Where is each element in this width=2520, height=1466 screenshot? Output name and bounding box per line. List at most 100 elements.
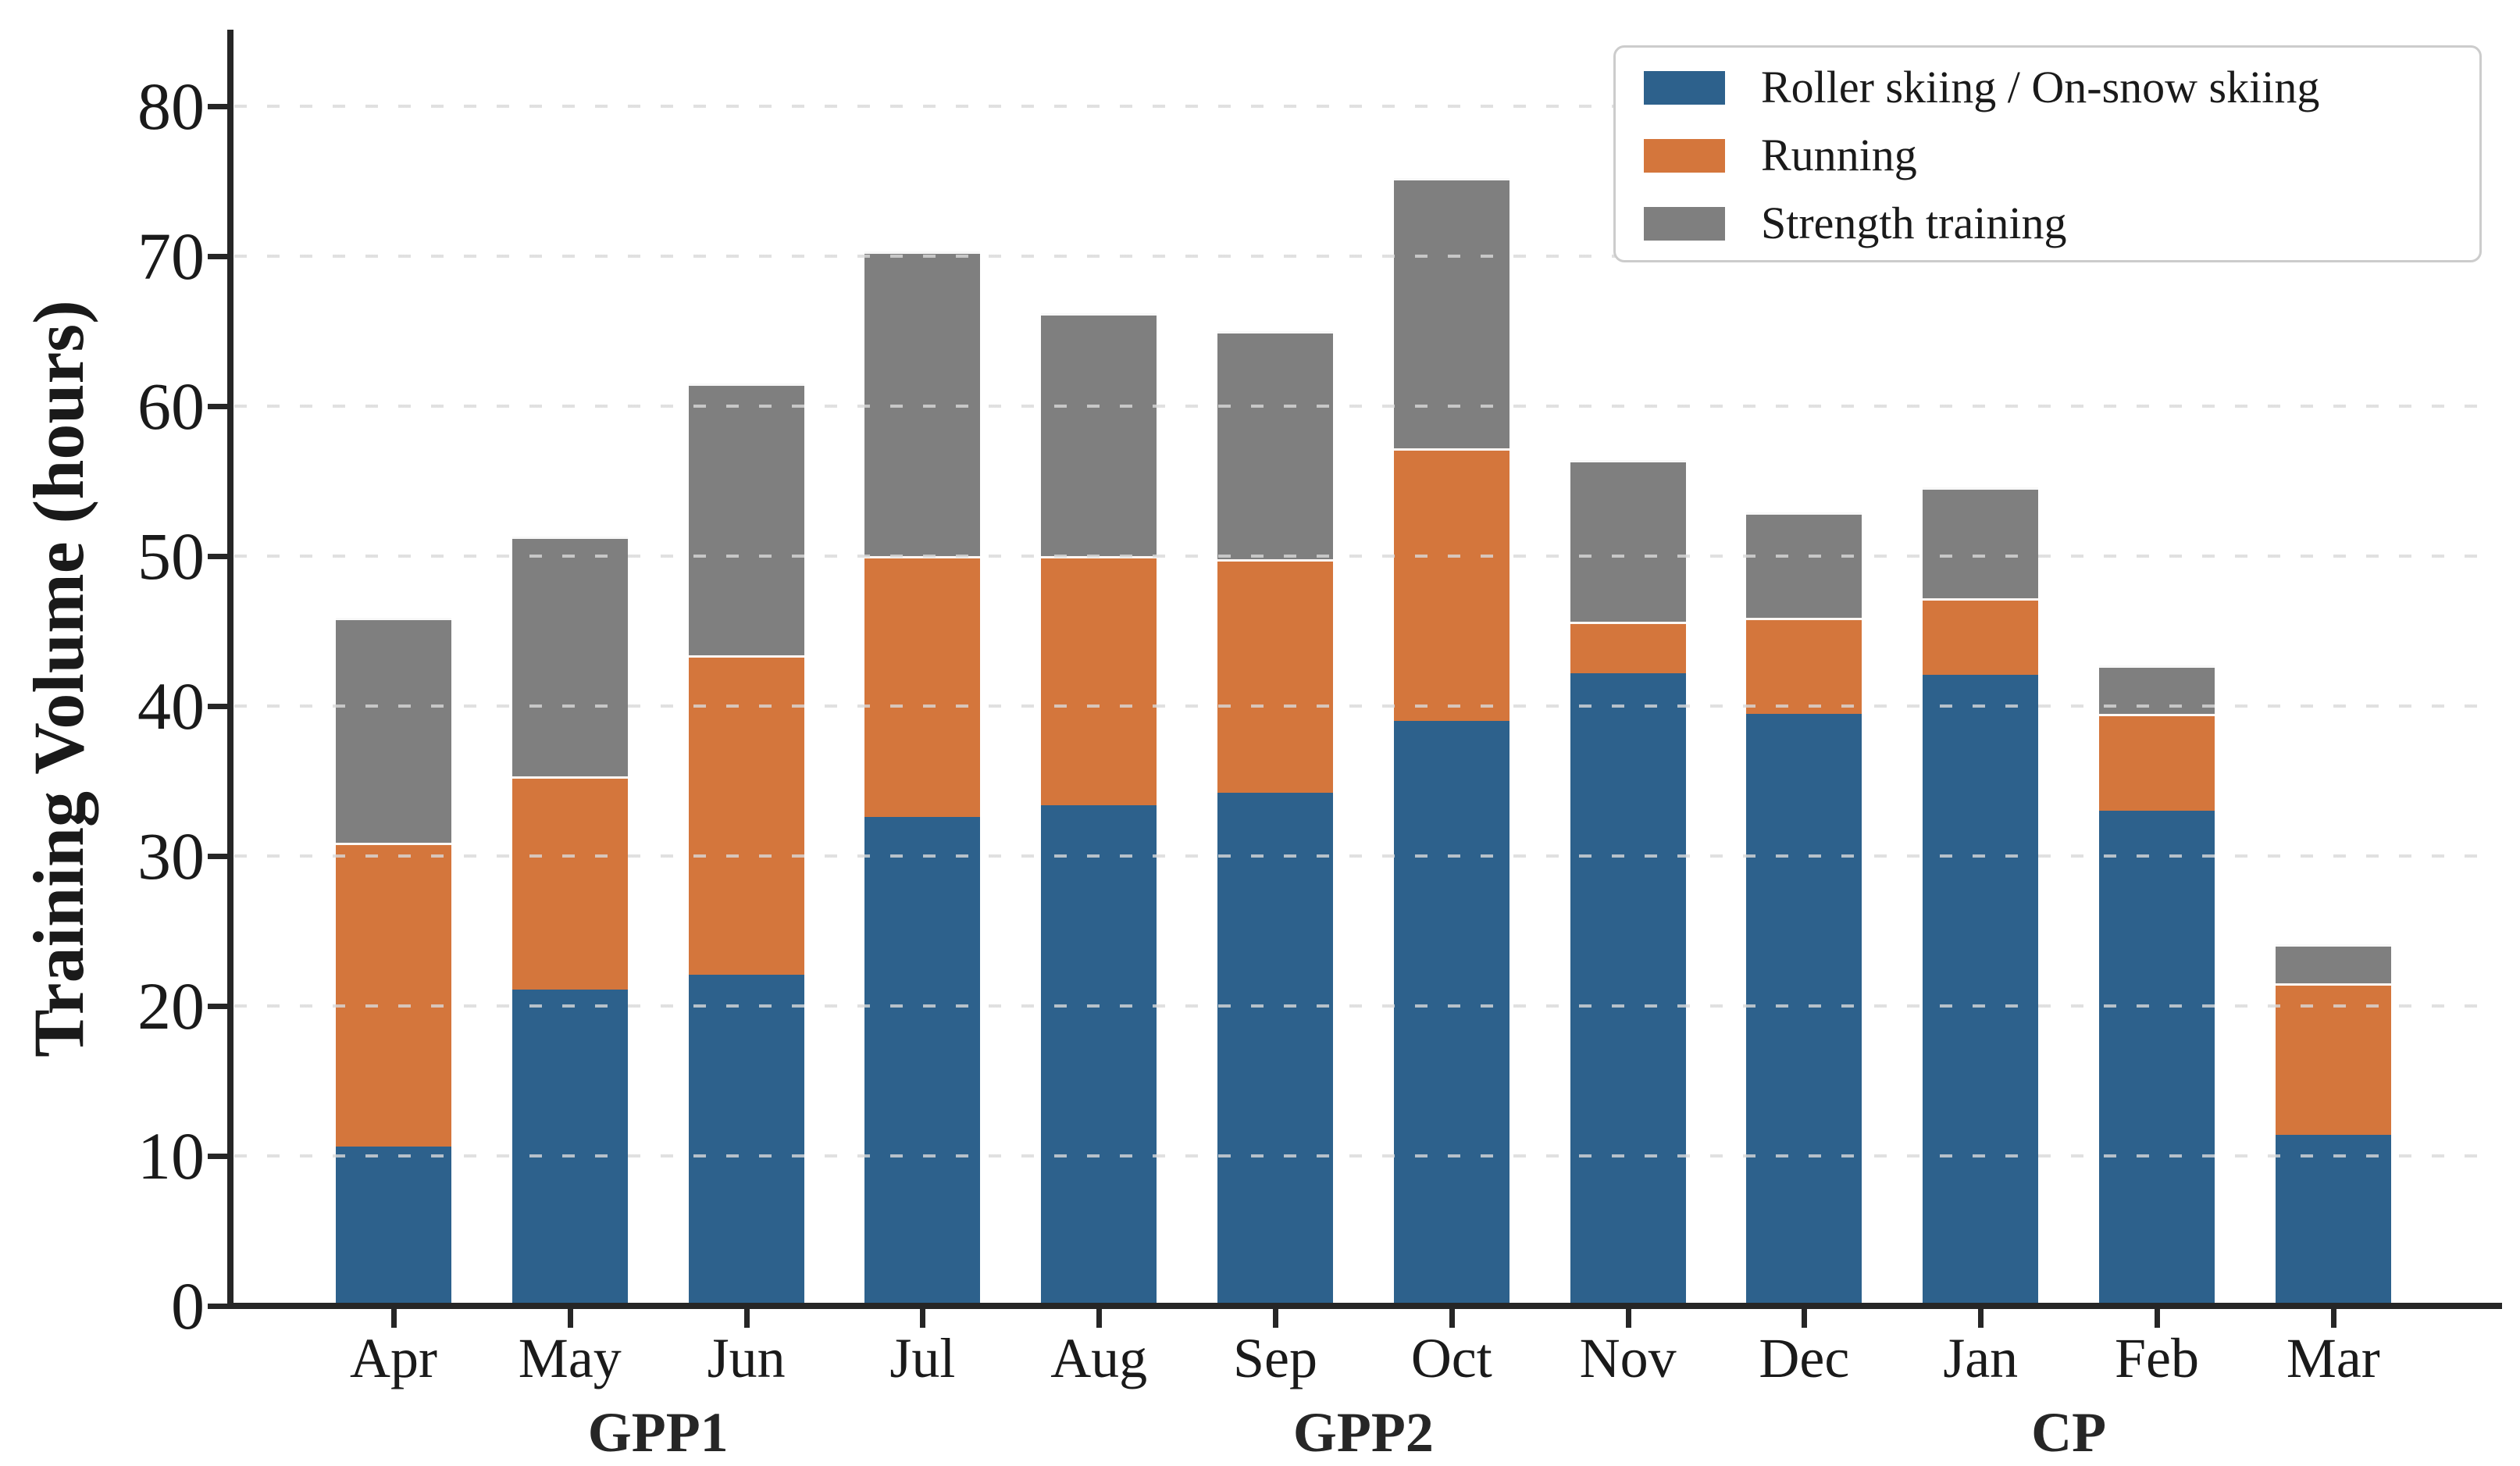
bar-segment-jul-roller-skiing — [864, 817, 981, 1306]
bar-segment-aug-roller-skiing — [1041, 804, 1157, 1306]
legend-swatch-icon — [1644, 207, 1725, 241]
legend-swatch-icon — [1644, 71, 1725, 105]
bar-segment-dec-running — [1746, 617, 1862, 714]
x-tick — [1978, 1309, 1984, 1328]
y-tick-label: 80 — [137, 69, 205, 144]
x-tick — [2330, 1309, 2336, 1328]
x-tick — [1449, 1309, 1455, 1328]
bar-segment-mar-roller-skiing — [2275, 1135, 2391, 1306]
y-tick-label: 60 — [137, 369, 205, 444]
x-tick-label-may: May — [518, 1327, 622, 1389]
bar-segment-aug-strength — [1041, 312, 1157, 556]
y-tick — [208, 1154, 228, 1159]
bar-segment-feb-roller-skiing — [2099, 811, 2215, 1306]
x-tick — [1802, 1309, 1808, 1328]
x-tick-label-oct: Oct — [1410, 1327, 1492, 1389]
legend-label: Strength training — [1761, 198, 2067, 248]
bar-segment-jun-strength — [688, 383, 804, 655]
bar-segment-jun-roller-skiing — [688, 974, 804, 1306]
gridline-y-10 — [234, 1154, 2495, 1157]
bar-segment-apr-roller-skiing — [336, 1147, 451, 1306]
x-tick-label-sep: Sep — [1233, 1327, 1317, 1389]
y-tick-label: 20 — [137, 968, 205, 1043]
bar-segment-sep-roller-skiing — [1217, 793, 1333, 1306]
bar-segment-jan-running — [1923, 597, 2039, 675]
x-tick-label-feb: Feb — [2115, 1327, 2199, 1389]
bar-segment-may-running — [511, 776, 628, 990]
bar-segment-oct-strength — [1393, 178, 1510, 448]
x-tick-label-dec: Dec — [1759, 1327, 1850, 1389]
bar-segment-may-strength — [511, 537, 628, 777]
gridline-y-20 — [234, 1004, 2495, 1008]
bar-segment-dec-strength — [1746, 512, 1862, 618]
bar-segment-oct-roller-skiing — [1393, 721, 1510, 1306]
x-tick-label-aug: Aug — [1050, 1327, 1148, 1389]
gridline-y-30 — [234, 854, 2495, 858]
y-tick — [208, 854, 228, 859]
y-tick — [208, 254, 228, 259]
bar-segment-jul-strength — [864, 251, 981, 556]
bar-segment-jun-running — [688, 655, 804, 975]
x-tick-label-jul: Jul — [889, 1327, 956, 1389]
y-tick — [208, 1004, 228, 1009]
y-tick — [208, 1304, 228, 1309]
bar-segment-may-roller-skiing — [511, 989, 628, 1306]
x-tick — [391, 1309, 397, 1328]
bar-segment-sep-strength — [1217, 331, 1333, 559]
y-tick — [208, 704, 228, 709]
y-tick — [208, 404, 228, 409]
legend-item: Running — [1616, 122, 2479, 189]
bar-segment-sep-running — [1217, 558, 1333, 794]
gridline-y-40 — [234, 704, 2495, 708]
legend-item: Strength training — [1616, 190, 2479, 257]
y-tick — [208, 104, 228, 109]
x-tick — [1273, 1309, 1278, 1328]
x-tick-label-jan: Jan — [1943, 1327, 2019, 1389]
legend-label: Running — [1761, 130, 1917, 180]
bar-segment-apr-running — [336, 842, 451, 1147]
gridline-y-50 — [234, 555, 2495, 558]
gridline-y-70 — [234, 255, 2495, 258]
gridline-y-60 — [234, 405, 2495, 408]
bar-segment-mar-running — [2275, 983, 2391, 1136]
bar-segment-dec-roller-skiing — [1746, 713, 1862, 1306]
bar-segment-aug-running — [1041, 556, 1157, 805]
period-label-cp: CP — [2031, 1401, 2107, 1464]
bar-segment-nov-roller-skiing — [1570, 672, 1686, 1306]
legend-item: Roller skiing / On-snow skiing — [1616, 54, 2479, 121]
bar-segment-jan-strength — [1923, 487, 2039, 598]
y-tick-label: 0 — [171, 1268, 205, 1343]
bar-segment-nov-strength — [1570, 460, 1686, 622]
bar-segment-nov-running — [1570, 622, 1686, 673]
y-tick — [208, 554, 228, 559]
legend-label: Roller skiing / On-snow skiing — [1761, 62, 2320, 112]
bar-segment-jul-running — [864, 556, 981, 818]
x-tick — [743, 1309, 750, 1328]
x-tick-label-mar: Mar — [2286, 1327, 2380, 1389]
bar-segment-jan-roller-skiing — [1923, 674, 2039, 1306]
bar-segment-oct-running — [1393, 448, 1510, 722]
legend-swatch-icon — [1644, 139, 1725, 173]
period-label-gpp1: GPP1 — [587, 1401, 729, 1464]
x-tick — [920, 1309, 926, 1328]
y-axis-spine — [227, 30, 233, 1309]
y-tick-label: 40 — [137, 669, 205, 744]
bar-segment-feb-running — [2099, 713, 2215, 811]
y-tick-label: 10 — [137, 1118, 205, 1193]
legend: Roller skiing / On-snow skiing Running Str… — [1613, 45, 2482, 262]
y-tick-label: 50 — [137, 519, 205, 594]
x-tick — [1096, 1309, 1103, 1328]
x-tick — [1625, 1309, 1631, 1328]
x-tick-label-nov: Nov — [1579, 1327, 1677, 1389]
bar-segment-mar-strength — [2275, 944, 2391, 984]
gridline-y-80 — [234, 105, 2495, 108]
x-axis-spine — [227, 1303, 2502, 1309]
x-tick — [567, 1309, 573, 1328]
bar-segment-apr-strength — [336, 617, 451, 843]
x-tick — [2155, 1309, 2160, 1328]
y-tick-label: 70 — [137, 219, 205, 294]
y-tick-label: 30 — [137, 819, 205, 894]
period-label-gpp2: GPP2 — [1292, 1401, 1434, 1464]
x-tick-label-jun: Jun — [707, 1327, 786, 1389]
